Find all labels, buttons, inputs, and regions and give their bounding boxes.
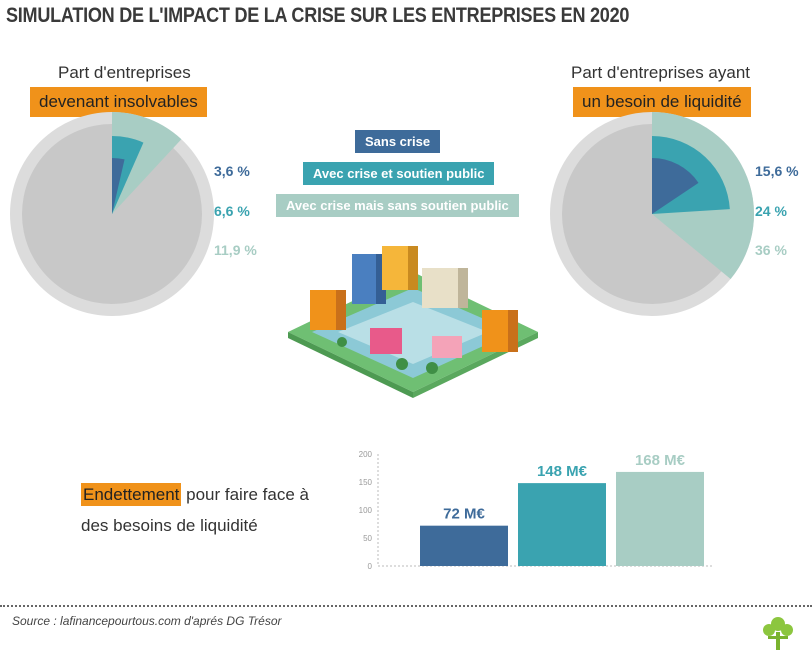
bar-caption-line2: des besoins de liquidité xyxy=(81,516,258,535)
bar-value-label-sans-crise: 72 M€ xyxy=(443,506,485,523)
bar-sans-crise xyxy=(420,525,508,566)
bar-y-tick-150: 150 xyxy=(359,478,373,487)
legend-sans-crise: Sans crise xyxy=(355,130,441,153)
right-pie-label-avec-soutien: 24 % xyxy=(755,203,787,219)
left-pie-caption-highlight: devenant insolvables xyxy=(30,87,207,117)
bar-y-tick-50: 50 xyxy=(363,534,372,543)
left-pie-label-sans-soutien: 11,9 % xyxy=(214,242,257,258)
bar-caption-line1: Endettement pour faire face à xyxy=(81,483,309,506)
right-pie-label-sans-soutien: 36 % xyxy=(755,242,787,258)
source-note: Source : lafinancepourtous.com d'aprés D… xyxy=(12,614,282,628)
page-title: SIMULATION DE L'IMPACT DE LA CRISE SUR L… xyxy=(6,4,630,27)
separator xyxy=(0,605,812,607)
bar-value-label-avec-soutien: 148 M€ xyxy=(537,463,588,480)
bar-caption-highlight: Endettement xyxy=(81,483,182,506)
bar-y-tick-100: 100 xyxy=(359,506,373,515)
left-pie-slice-sans-crise xyxy=(112,158,125,214)
bar-caption-rest: pour faire face à xyxy=(181,485,309,504)
legend-sans-soutien: Avec crise mais sans soutien public xyxy=(276,194,519,217)
right-pie-caption-highlight: un besoin de liquidité xyxy=(573,87,751,117)
bar-avec-soutien xyxy=(518,483,606,566)
right-pie-label-sans-crise: 15,6 % xyxy=(755,163,799,179)
city-illustration xyxy=(288,246,538,398)
pie-charts xyxy=(10,112,754,316)
left-pie-slice-sans-soutien xyxy=(112,112,182,214)
bar-y-tick-0: 0 xyxy=(368,562,373,571)
left-pie-chart xyxy=(10,112,214,316)
tree-logo-icon xyxy=(763,617,793,650)
bar-chart: 0 50 100 150 200 72 M€ 148 M€ 168 M€ xyxy=(359,450,712,571)
bar-sans-soutien xyxy=(616,471,704,566)
left-pie-slice-avec-soutien xyxy=(112,136,144,214)
left-pie-label-sans-crise: 3,6 % xyxy=(214,163,250,179)
left-pie-caption: Part d'entreprises xyxy=(58,63,191,82)
right-pie-chart xyxy=(550,112,754,316)
legend-avec-soutien: Avec crise et soutien public xyxy=(303,162,495,185)
left-pie-label-avec-soutien: 6,6 % xyxy=(214,203,250,219)
right-pie-caption: Part d'entreprises ayant xyxy=(571,63,751,82)
bar-y-tick-200: 200 xyxy=(359,450,373,459)
right-pie-slice-sans-crise xyxy=(652,158,699,214)
bar-value-label-sans-soutien: 168 M€ xyxy=(635,452,686,469)
